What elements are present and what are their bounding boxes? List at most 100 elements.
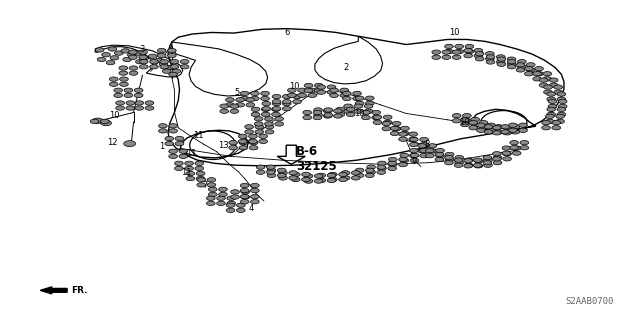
Circle shape: [314, 88, 323, 93]
Circle shape: [392, 127, 401, 131]
Circle shape: [474, 158, 482, 162]
Circle shape: [298, 88, 307, 93]
Circle shape: [545, 119, 554, 123]
Circle shape: [497, 55, 505, 59]
Circle shape: [355, 101, 364, 106]
Circle shape: [508, 57, 516, 61]
Circle shape: [474, 159, 483, 163]
Circle shape: [282, 107, 291, 111]
Circle shape: [484, 163, 492, 167]
Circle shape: [501, 125, 509, 129]
Circle shape: [557, 92, 566, 96]
Circle shape: [508, 60, 516, 64]
Circle shape: [365, 173, 374, 178]
Circle shape: [479, 126, 488, 130]
Text: 13: 13: [218, 141, 228, 150]
Circle shape: [209, 187, 217, 191]
Circle shape: [271, 112, 280, 116]
Circle shape: [119, 66, 127, 70]
Circle shape: [272, 94, 281, 99]
Circle shape: [134, 93, 143, 98]
Circle shape: [556, 119, 564, 123]
Circle shape: [250, 96, 259, 101]
Circle shape: [127, 53, 136, 57]
Circle shape: [486, 52, 494, 56]
Circle shape: [410, 142, 418, 147]
Circle shape: [364, 109, 373, 113]
Circle shape: [145, 101, 154, 105]
Circle shape: [513, 146, 521, 150]
Circle shape: [487, 128, 495, 132]
Circle shape: [140, 56, 148, 60]
Circle shape: [399, 137, 408, 141]
Circle shape: [260, 91, 269, 96]
Circle shape: [226, 103, 234, 107]
Circle shape: [556, 114, 564, 118]
Circle shape: [262, 107, 271, 111]
Circle shape: [428, 144, 436, 148]
Circle shape: [114, 88, 122, 93]
Circle shape: [362, 110, 371, 115]
Circle shape: [501, 130, 509, 134]
Circle shape: [477, 123, 485, 127]
Circle shape: [508, 62, 516, 66]
Circle shape: [342, 91, 351, 96]
Circle shape: [303, 110, 312, 115]
Circle shape: [493, 152, 501, 156]
Circle shape: [486, 60, 495, 64]
Circle shape: [272, 107, 281, 111]
Circle shape: [340, 88, 349, 93]
Circle shape: [219, 187, 227, 191]
Circle shape: [346, 112, 355, 116]
Circle shape: [509, 128, 517, 132]
Circle shape: [471, 122, 479, 127]
Circle shape: [256, 165, 265, 169]
Circle shape: [116, 101, 124, 105]
Circle shape: [100, 119, 109, 123]
Circle shape: [240, 183, 249, 188]
Circle shape: [513, 151, 521, 155]
Circle shape: [474, 163, 482, 167]
Circle shape: [383, 120, 392, 124]
Circle shape: [452, 114, 461, 118]
Circle shape: [230, 109, 239, 113]
Circle shape: [301, 172, 310, 177]
Text: 5: 5: [234, 88, 239, 97]
Circle shape: [526, 68, 535, 72]
Circle shape: [120, 77, 128, 81]
Circle shape: [250, 183, 259, 188]
Circle shape: [474, 164, 483, 168]
Circle shape: [124, 141, 136, 147]
Circle shape: [378, 161, 387, 166]
Circle shape: [282, 101, 291, 106]
Circle shape: [401, 131, 409, 136]
Circle shape: [248, 139, 257, 144]
Circle shape: [115, 51, 123, 55]
Circle shape: [476, 52, 484, 56]
Circle shape: [264, 122, 273, 126]
Circle shape: [260, 96, 269, 101]
Circle shape: [303, 115, 312, 120]
Circle shape: [516, 68, 525, 72]
Circle shape: [140, 65, 148, 69]
Circle shape: [323, 109, 332, 113]
Circle shape: [410, 153, 418, 158]
Circle shape: [471, 117, 479, 122]
Circle shape: [520, 145, 529, 150]
Circle shape: [497, 57, 506, 61]
Circle shape: [313, 110, 322, 115]
Circle shape: [509, 123, 517, 127]
Circle shape: [95, 48, 104, 52]
Circle shape: [231, 195, 239, 199]
Circle shape: [426, 153, 434, 158]
Circle shape: [547, 112, 556, 116]
Circle shape: [261, 107, 270, 111]
Circle shape: [220, 109, 228, 113]
Circle shape: [388, 161, 397, 166]
Circle shape: [442, 55, 451, 59]
Circle shape: [304, 88, 313, 93]
Circle shape: [278, 176, 287, 180]
Circle shape: [145, 106, 154, 110]
Circle shape: [109, 77, 118, 81]
Circle shape: [516, 63, 525, 67]
